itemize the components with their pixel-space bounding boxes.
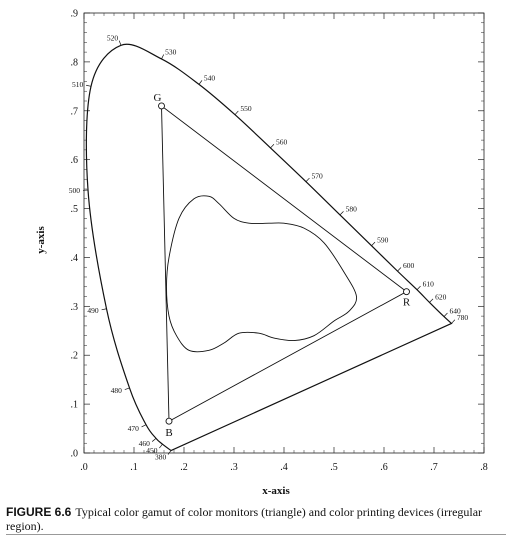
wavelength-label-500: 500 <box>69 186 81 195</box>
wavelength-tick <box>141 424 147 428</box>
wavelength-label-610: 610 <box>423 279 435 288</box>
wavelength-label-530: 530 <box>165 47 177 56</box>
y-tick-label: .2 <box>71 351 79 362</box>
wavelength-tick <box>101 308 107 311</box>
monitor-gamut-triangle: R G B <box>154 92 411 439</box>
wavelength-tick <box>339 211 344 216</box>
primary-B-point <box>165 417 173 425</box>
y-tick-label: .0 <box>71 449 79 460</box>
wavelength-tick <box>234 110 239 115</box>
wavelength-label-520: 520 <box>107 33 119 42</box>
wavelength-label-540: 540 <box>204 74 216 83</box>
x-tick-label: .7 <box>430 462 438 473</box>
wavelength-label-460: 460 <box>139 439 151 448</box>
wavelength-label-600: 600 <box>403 261 415 270</box>
wavelength-tick <box>305 177 310 182</box>
primary-R-label: R <box>403 297 411 309</box>
wavelength-label-510: 510 <box>72 80 84 89</box>
printer-gamut-outline <box>166 195 358 353</box>
x-tick-label: .1 <box>130 462 138 473</box>
x-tick-label: .2 <box>180 462 188 473</box>
wavelength-label-780: 780 <box>457 313 469 322</box>
y-tick-label: .5 <box>71 204 79 215</box>
y-tick-label: .1 <box>71 400 79 411</box>
wavelength-tick <box>429 298 434 303</box>
y-axis-title: y-axis <box>35 226 47 254</box>
wavelength-tick <box>151 438 157 442</box>
wavelength-label-470: 470 <box>128 424 140 433</box>
primary-R-point <box>403 288 410 296</box>
plot-frame <box>83 12 485 454</box>
wavelength-label-450: 450 <box>146 446 158 455</box>
wavelength-label-380: 380 <box>155 452 167 461</box>
wavelength-label-490: 490 <box>87 306 99 315</box>
wavelength-tick <box>371 241 376 246</box>
y-tick-label: .7 <box>71 106 79 117</box>
y-tick-label: .4 <box>71 253 79 264</box>
wavelength-tick <box>124 387 130 390</box>
x-tick-label: .3 <box>230 462 238 473</box>
wavelength-tick <box>451 319 456 324</box>
monitor-gamut-edges <box>161 104 408 422</box>
y-tick-label: .8 <box>71 57 79 68</box>
wavelength-tick <box>416 285 421 290</box>
wavelength-tick <box>397 267 402 272</box>
primary-G-point <box>158 102 165 110</box>
caption-rule <box>6 534 506 535</box>
x-tick-label: .4 <box>280 462 288 473</box>
x-tick-label: .0 <box>80 462 88 473</box>
axis-ticks: .0 .1 .2 .3 .4 .5 .6 .7 .8 .0 .1 .2 .3 .4 .5 .6 .7 .8 .9 <box>71 9 488 474</box>
x-axis-title: x-axis <box>262 485 290 497</box>
wavelength-tick <box>159 443 163 449</box>
caption-text: Typical color gamut of color monitors (t… <box>6 505 483 533</box>
x-tick-label: .6 <box>380 462 388 473</box>
wavelength-label-620: 620 <box>435 292 447 301</box>
wavelength-label-560: 560 <box>276 138 288 147</box>
wavelength-label-570: 570 <box>312 171 324 180</box>
wavelength-label-580: 580 <box>346 205 358 214</box>
y-tick-label: .6 <box>71 155 79 166</box>
wavelength-label-550: 550 <box>240 104 252 113</box>
wavelength-tick <box>443 312 448 317</box>
wavelength-tick <box>270 144 275 149</box>
wavelength-tick <box>167 450 172 455</box>
wavelength-tick <box>118 40 122 46</box>
y-tick-label: .9 <box>71 9 79 20</box>
y-tick-label: .3 <box>71 302 79 313</box>
wavelength-label-640: 640 <box>450 306 462 315</box>
wavelength-label-480: 480 <box>111 386 123 395</box>
spectral-locus-curve <box>85 43 453 452</box>
x-tick-label: .8 <box>480 462 488 473</box>
printer-gamut-region <box>166 195 358 353</box>
wavelength-tick <box>161 54 165 60</box>
x-tick-label: .5 <box>330 462 338 473</box>
figure-caption: FIGURE 6.6 Typical color gamut of color m… <box>6 505 506 533</box>
primary-B-label: B <box>165 427 172 439</box>
wavelength-label-590: 590 <box>377 235 389 244</box>
primary-G-label: G <box>154 92 162 104</box>
figure-number: FIGURE 6.6 <box>6 505 72 519</box>
wavelength-tick <box>86 84 92 87</box>
wavelength-tick <box>198 80 203 85</box>
